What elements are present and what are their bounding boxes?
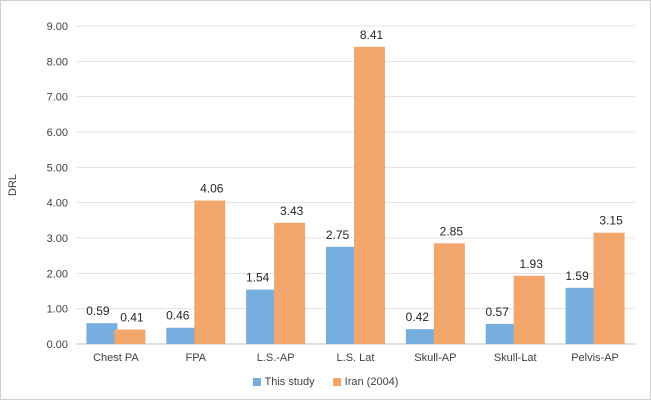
- legend-item-iran-2004: Iran (2004): [332, 376, 399, 388]
- y-tick-label: 7.00: [47, 92, 68, 104]
- data-label: 0.41: [120, 311, 144, 325]
- y-tick-label: 8.00: [47, 56, 68, 68]
- bar-iran-2004-5: [513, 275, 545, 344]
- legend: This study Iran (2004): [0, 376, 651, 388]
- bars: [86, 46, 625, 344]
- y-tick-label: 3.00: [47, 233, 68, 245]
- bar-this-study-0: [86, 323, 118, 344]
- legend-swatch-iran-2004: [332, 378, 341, 386]
- bar-this-study-6: [565, 287, 597, 344]
- x-tick-label: L.S. Lat: [337, 352, 375, 364]
- data-label: 4.06: [200, 182, 224, 196]
- bar-this-study-1: [166, 327, 198, 344]
- bar-this-study-2: [246, 289, 278, 344]
- x-tick-label: Skull-AP: [414, 352, 456, 364]
- bar-iran-2004-4: [433, 243, 465, 344]
- x-tick-label: Skull-Lat: [494, 352, 537, 364]
- legend-label-this-study: This study: [264, 376, 315, 388]
- x-tick-label: Chest PA: [93, 352, 139, 364]
- data-labels: 0.59 0.41 0.46 4.06 1.54 3.43 2.75 8.41 0.42 2.85…: [86, 28, 623, 325]
- data-label: 0.46: [166, 309, 190, 323]
- y-tick-label: 1.00: [47, 304, 68, 316]
- data-label: 2.85: [440, 224, 464, 238]
- bar-iran-2004-3: [354, 46, 385, 344]
- data-label: 1.59: [565, 269, 589, 283]
- data-label: 3.15: [599, 214, 623, 228]
- y-axis-title: DRL: [7, 174, 19, 196]
- legend-item-this-study: This study: [252, 376, 315, 388]
- x-axis: Chest PA FPA L.S.-AP L.S. Lat Skull-AP Skull-…: [93, 352, 619, 364]
- bar-this-study-4: [405, 329, 437, 344]
- x-tick-label: Pelvis-AP: [571, 352, 619, 364]
- data-label: 1.93: [520, 257, 544, 271]
- data-label: 3.43: [280, 204, 304, 218]
- y-tick-label: 0.00: [47, 339, 68, 351]
- data-label: 0.42: [406, 310, 430, 324]
- bar-this-study-3: [326, 246, 357, 344]
- data-label: 0.59: [86, 304, 110, 318]
- y-tick-label: 6.00: [47, 127, 68, 139]
- y-tick-label: 9.00: [47, 21, 68, 33]
- bar-iran-2004-6: [593, 232, 625, 344]
- data-label: 1.54: [246, 271, 270, 285]
- x-tick-label: FPA: [185, 352, 206, 364]
- data-label: 8.41: [360, 28, 384, 42]
- data-label: 0.57: [486, 305, 510, 319]
- y-axis: 0.00 1.00 2.00 3.00 4.00 5.00 6.00 7.00 8.00 9.00: [47, 21, 68, 351]
- legend-label-iran-2004: Iran (2004): [344, 376, 399, 388]
- bar-iran-2004-2: [274, 222, 306, 344]
- legend-swatch-this-study: [252, 378, 261, 386]
- y-tick-label: 2.00: [47, 268, 68, 280]
- data-label: 2.75: [326, 228, 350, 242]
- bar-iran-2004-1: [194, 200, 226, 344]
- x-tick-label: L.S.-AP: [257, 352, 295, 364]
- bar-this-study-5: [485, 323, 517, 344]
- y-tick-label: 4.00: [47, 198, 68, 210]
- y-tick-label: 5.00: [47, 162, 68, 174]
- bar-iran-2004-0: [114, 329, 146, 344]
